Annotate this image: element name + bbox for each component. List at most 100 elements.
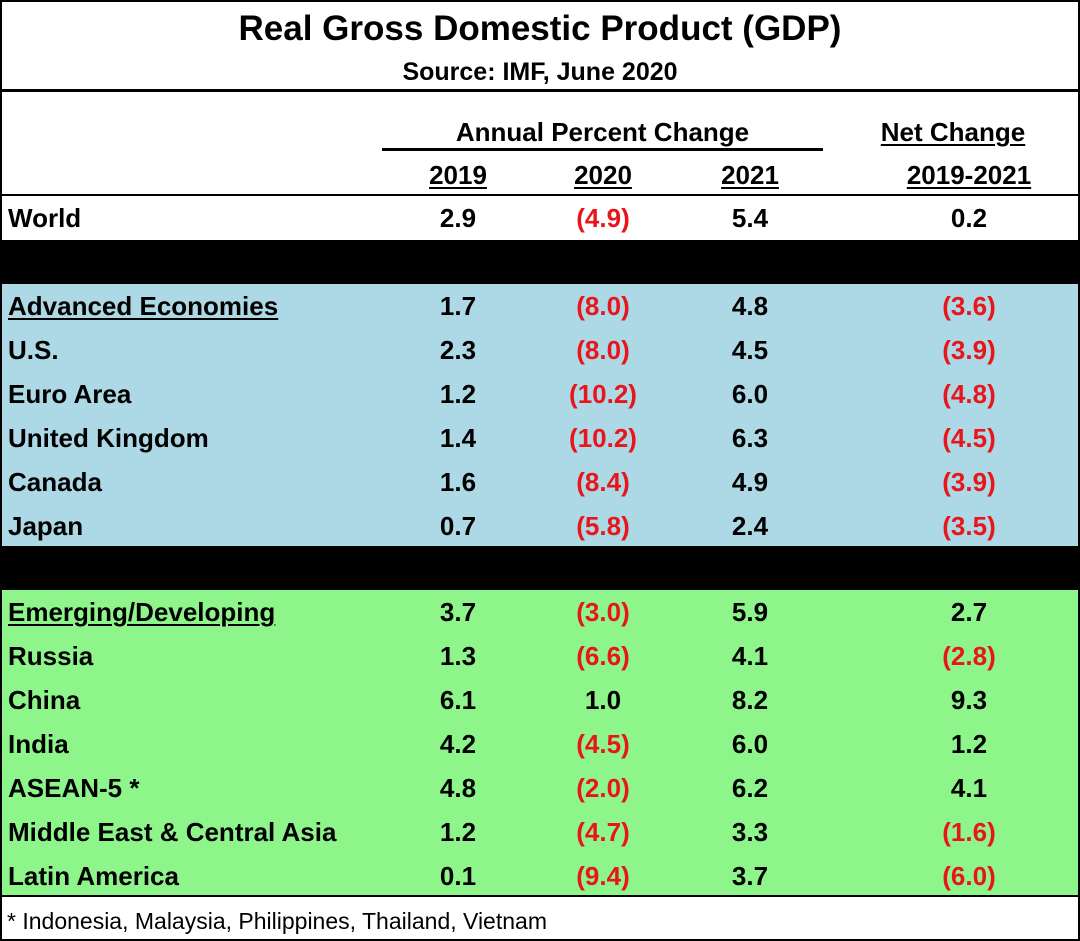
value-cell: 1.2 — [950, 729, 988, 759]
value-cell: (4.9) — [576, 203, 630, 233]
value-cell: (3.9) — [942, 467, 996, 497]
title-block: Real Gross Domestic Product (GDP) Source… — [2, 2, 1078, 92]
row-label: Japan — [8, 511, 84, 541]
value-cell: 6.0 — [731, 379, 769, 409]
value-cell: (2.0) — [576, 773, 630, 803]
world-section: World 2.9 (4.9) 5.4 0.2 — [2, 196, 1078, 240]
row-label: Canada — [8, 467, 102, 497]
value-cell: (10.2) — [569, 423, 637, 453]
row-label: India — [8, 729, 69, 759]
value-cell: 4.1 — [950, 773, 988, 803]
row-label: ASEAN-5 * — [8, 773, 140, 803]
column-header-net-2019-2021: 2019-2021 — [906, 160, 1032, 190]
value-cell: (8.0) — [576, 291, 630, 321]
value-cell: 5.4 — [731, 203, 769, 233]
footnote: * Indonesia, Malaysia, Philippines, Thai… — [7, 908, 547, 934]
row-label: Middle East & Central Asia — [8, 817, 337, 847]
table-row: United Kingdom 1.4 (10.2) 6.3 (4.5) — [2, 416, 1078, 460]
value-cell: 4.2 — [439, 729, 477, 759]
annual-group-rule — [382, 148, 823, 151]
table-row: Russia 1.3 (6.6) 4.1 (2.8) — [2, 634, 1078, 678]
value-cell: (9.4) — [576, 861, 630, 891]
value-cell: 8.2 — [731, 685, 769, 715]
value-cell: (5.8) — [576, 511, 630, 541]
row-label: Russia — [8, 641, 94, 671]
value-cell: 3.3 — [731, 817, 769, 847]
value-cell: 4.9 — [731, 467, 769, 497]
value-cell: 4.1 — [731, 641, 769, 671]
page-title: Real Gross Domestic Product (GDP) — [238, 9, 842, 48]
row-label: Advanced Economies — [8, 291, 279, 321]
value-cell: 5.9 — [731, 597, 769, 627]
row-label: Latin America — [8, 861, 179, 891]
value-cell: (3.0) — [576, 597, 630, 627]
emerging-developing-section: Emerging/Developing 3.7 (3.0) 5.9 2.7 Russia 1… — [2, 590, 1078, 895]
value-cell: (2.8) — [942, 641, 996, 671]
value-cell: 4.5 — [731, 335, 769, 365]
table-row: Latin America 0.1 (9.4) 3.7 (6.0) — [2, 854, 1078, 898]
row-label: Emerging/Developing — [8, 597, 276, 627]
page-subtitle: Source: IMF, June 2020 — [402, 58, 678, 86]
value-cell: 2.4 — [731, 511, 769, 541]
table-row: Middle East & Central Asia 1.2 (4.7) 3.3 (1.… — [2, 810, 1078, 854]
column-header-2019: 2019 — [429, 160, 487, 190]
table-row: Euro Area 1.2 (10.2) 6.0 (4.8) — [2, 372, 1078, 416]
value-cell: 4.8 — [731, 291, 769, 321]
value-cell: 1.2 — [439, 379, 477, 409]
value-cell: (3.5) — [942, 511, 996, 541]
value-cell: 0.1 — [439, 861, 477, 891]
value-cell: (6.0) — [942, 861, 996, 891]
section-separator — [2, 240, 1078, 284]
value-cell: (3.9) — [942, 335, 996, 365]
value-cell: 3.7 — [439, 597, 477, 627]
value-cell: 0.2 — [950, 203, 988, 233]
value-cell: 4.8 — [439, 773, 477, 803]
value-cell: (4.7) — [576, 817, 630, 847]
row-label: U.S. — [8, 335, 59, 365]
footnote-block: * Indonesia, Malaysia, Philippines, Thai… — [2, 895, 1078, 939]
value-cell: (4.5) — [942, 423, 996, 453]
table-row: Emerging/Developing 3.7 (3.0) 5.9 2.7 — [2, 590, 1078, 634]
row-label: United Kingdom — [8, 423, 209, 453]
value-cell: 1.7 — [439, 291, 477, 321]
value-cell: (10.2) — [569, 379, 637, 409]
table-row: ASEAN-5 * 4.8 (2.0) 6.2 4.1 — [2, 766, 1078, 810]
value-cell: 6.2 — [731, 773, 769, 803]
table-row: Japan 0.7 (5.8) 2.4 (3.5) — [2, 504, 1078, 548]
value-cell: (1.6) — [942, 817, 996, 847]
value-cell: (6.6) — [576, 641, 630, 671]
column-header-block: Annual Percent Change Net Change 2019 20… — [2, 92, 1078, 196]
value-cell: 0.7 — [439, 511, 477, 541]
value-cell: 1.4 — [439, 423, 477, 453]
value-cell: 2.3 — [439, 335, 477, 365]
value-cell: 3.7 — [731, 861, 769, 891]
value-cell: (8.4) — [576, 467, 630, 497]
section-separator — [2, 546, 1078, 590]
value-cell: 6.0 — [731, 729, 769, 759]
row-label: China — [8, 685, 81, 715]
value-cell: (4.5) — [576, 729, 630, 759]
table-row: Advanced Economies 1.7 (8.0) 4.8 (3.6) — [2, 284, 1078, 328]
value-cell: 1.0 — [584, 685, 622, 715]
table-row: China 6.1 1.0 8.2 9.3 — [2, 678, 1078, 722]
value-cell: 2.9 — [439, 203, 477, 233]
table-row: World 2.9 (4.9) 5.4 0.2 — [2, 196, 1078, 240]
row-label: Euro Area — [8, 379, 132, 409]
row-label: World — [8, 203, 82, 233]
value-cell: (8.0) — [576, 335, 630, 365]
value-cell: 1.6 — [439, 467, 477, 497]
net-change-header: Net Change — [880, 117, 1026, 147]
column-header-2021: 2021 — [721, 160, 779, 190]
column-header-2020: 2020 — [574, 160, 632, 190]
value-cell: 2.7 — [950, 597, 988, 627]
value-cell: 9.3 — [950, 685, 988, 715]
value-cell: 6.1 — [439, 685, 477, 715]
value-cell: 1.2 — [439, 817, 477, 847]
table-row: Canada 1.6 (8.4) 4.9 (3.9) — [2, 460, 1078, 504]
value-cell: (3.6) — [942, 291, 996, 321]
value-cell: 1.3 — [439, 641, 477, 671]
advanced-economies-section: Advanced Economies 1.7 (8.0) 4.8 (3.6) U.S. 2.… — [2, 284, 1078, 546]
annual-percent-change-header: Annual Percent Change — [455, 117, 750, 147]
table-row: U.S. 2.3 (8.0) 4.5 (3.9) — [2, 328, 1078, 372]
